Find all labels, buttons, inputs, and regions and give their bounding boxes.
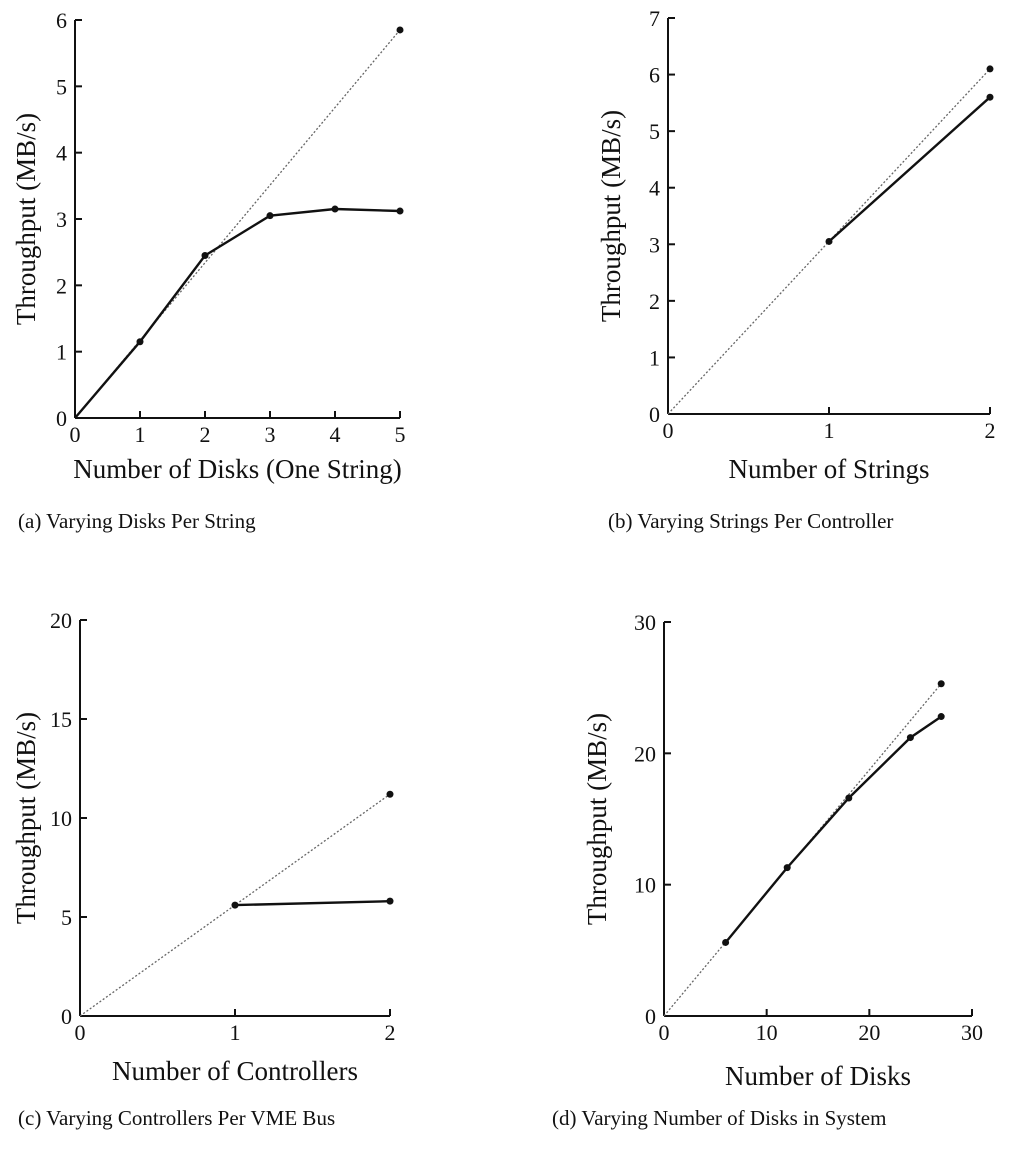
- y-tick-label: 6: [649, 63, 660, 88]
- x-tick-label: 20: [858, 1020, 880, 1045]
- panel-b: 0 1 2 0 1 2 3 4 5 6 7 Number of Strings Throughput (…: [596, 6, 996, 533]
- x-tick-label: 0: [75, 1020, 86, 1045]
- y-tick-label: 0: [56, 406, 67, 431]
- x-tick-label: 3: [265, 422, 276, 447]
- data-point: [231, 901, 239, 909]
- y-tick-label: 3: [56, 207, 67, 232]
- y-tick-label: 1: [56, 340, 67, 365]
- x-tick-label: 0: [70, 422, 81, 447]
- y-tick-label: 20: [50, 608, 72, 633]
- data-point: [201, 251, 209, 259]
- panel-caption: (b) Varying Strings Per Controller: [608, 509, 893, 533]
- y-tick-label: 2: [649, 289, 660, 314]
- x-tick-label: 1: [824, 418, 835, 443]
- y-tick-label: 7: [649, 6, 660, 31]
- y-tick-label: 0: [649, 402, 660, 427]
- x-tick-label: 10: [756, 1020, 778, 1045]
- data-point: [906, 734, 914, 742]
- y-tick-label: 6: [56, 8, 67, 33]
- series-line-solid: [828, 96, 991, 243]
- x-tick-label: 2: [200, 422, 211, 447]
- y-axis-label: Throughput (MB/s): [596, 110, 626, 322]
- y-tick-label: 1: [649, 345, 660, 370]
- y-tick-label: 5: [649, 119, 660, 144]
- x-tick-label: 0: [659, 1020, 670, 1045]
- x-tick-label: 5: [395, 422, 406, 447]
- data-point: [986, 93, 994, 101]
- y-axis-label: Throughput (MB/s): [582, 713, 612, 925]
- data-point: [783, 864, 791, 872]
- y-tick-label: 15: [50, 707, 72, 732]
- data-point: [331, 205, 339, 213]
- panel-caption: (c) Varying Controllers Per VME Bus: [18, 1106, 335, 1130]
- data-point: [396, 26, 404, 34]
- y-axis-label: Throughput (MB/s): [11, 712, 41, 924]
- data-point: [386, 897, 394, 905]
- x-tick-label: 1: [230, 1020, 241, 1045]
- x-axis-label: Number of Disks: [725, 1061, 911, 1091]
- y-tick-label: 5: [61, 905, 72, 930]
- y-axis-label: Throughput (MB/s): [11, 113, 41, 325]
- panel-caption: (d) Varying Number of Disks in System: [552, 1106, 886, 1130]
- data-point: [266, 212, 274, 220]
- data-point: [845, 794, 853, 802]
- series-line-solid: [74, 207, 401, 419]
- y-tick-label: 20: [634, 741, 656, 766]
- series-line-dotted: [667, 68, 991, 415]
- y-tick-label: 10: [50, 806, 72, 831]
- x-tick-label: 30: [961, 1020, 983, 1045]
- y-tick-label: 4: [649, 176, 660, 201]
- x-tick-label: 0: [663, 418, 674, 443]
- y-tick-label: 0: [61, 1004, 72, 1029]
- y-tick-label: 3: [649, 232, 660, 257]
- y-tick-label: 4: [56, 141, 67, 166]
- x-tick-label: 4: [330, 422, 341, 447]
- data-point: [386, 790, 394, 798]
- series-line-solid: [234, 900, 391, 907]
- series-line-solid: [724, 715, 942, 944]
- x-axis-label: Number of Controllers: [112, 1056, 358, 1086]
- y-tick-label: 5: [56, 74, 67, 99]
- data-point: [136, 338, 144, 346]
- data-point: [937, 680, 945, 688]
- data-point: [396, 207, 404, 215]
- y-tick-label: 2: [56, 273, 67, 298]
- panel-caption: (a) Varying Disks Per String: [18, 509, 256, 533]
- x-tick-label: 1: [135, 422, 146, 447]
- x-tick-label: 2: [985, 418, 996, 443]
- y-tick-label: 30: [634, 610, 656, 635]
- x-axis-label: Number of Strings: [729, 454, 930, 484]
- data-point: [825, 237, 833, 245]
- panel-a: 0 1 2 3 4 5 0 1 2 3 4 5 6 Number of Disks (One String…: [11, 8, 406, 533]
- x-tick-label: 2: [385, 1020, 396, 1045]
- data-point: [722, 938, 730, 946]
- y-tick-label: 0: [645, 1004, 656, 1029]
- x-axis-label: Number of Disks (One String): [73, 454, 401, 484]
- data-point: [986, 65, 994, 73]
- data-point: [937, 713, 945, 721]
- series-line-dotted: [79, 793, 391, 1017]
- y-tick-label: 10: [634, 873, 656, 898]
- panel-d: 0 10 20 30 0 10 20 30 Number of Disks Throughput …: [552, 610, 983, 1130]
